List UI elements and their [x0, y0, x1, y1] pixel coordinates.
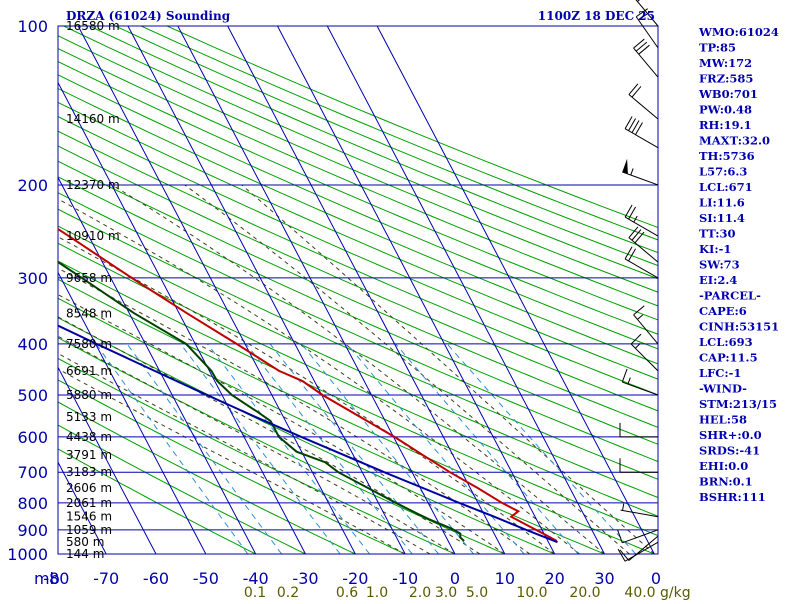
index-value: LI:11.6	[699, 196, 745, 210]
index-value: L57:6.3	[699, 165, 747, 179]
pressure-tick-label: 1000	[7, 545, 48, 564]
index-value: SI:11.4	[699, 211, 745, 225]
index-value: SHR+:0.0	[699, 428, 762, 442]
pressure-tick-label: 900	[17, 521, 48, 540]
height-label: 12370 m	[66, 178, 120, 192]
temperature-tick-label: -50	[193, 569, 219, 588]
index-value: LCL:693	[699, 335, 753, 349]
pressure-tick-label: 100	[17, 17, 48, 36]
index-value: TP:85	[699, 41, 736, 55]
index-value: CAPE:6	[699, 304, 747, 318]
index-value: STM:213/15	[699, 397, 777, 411]
height-label: 6691 m	[66, 364, 112, 378]
height-label: 2606 m	[66, 481, 112, 495]
index-value: TT:30	[699, 227, 736, 241]
pressure-tick-label: 600	[17, 428, 48, 447]
pressure-tick-label: 400	[17, 335, 48, 354]
index-value: -WIND-	[699, 382, 747, 396]
height-label: 3791 m	[66, 448, 112, 462]
height-label: 7580 m	[66, 337, 112, 351]
height-label: 2061 m	[66, 496, 112, 510]
index-value: BSHR:111	[699, 490, 766, 504]
index-value: KI:-1	[699, 242, 731, 256]
pressure-tick-label: 800	[17, 494, 48, 513]
temperature-tick-label: -60	[143, 569, 169, 588]
temperature-tick-label: -80	[43, 569, 69, 588]
index-value: LCL:671	[699, 180, 753, 194]
index-value: WB0:701	[698, 87, 758, 101]
index-value: RH:19.1	[699, 118, 752, 132]
index-value: WMO:61024	[698, 25, 779, 39]
height-label: 1546 m	[66, 510, 112, 524]
mixing-ratio-label: 2.0	[409, 585, 431, 600]
index-value: LFC:-1	[699, 366, 741, 380]
height-label: 3183 m	[66, 465, 112, 479]
mixing-ratio-label: 0.1	[244, 585, 266, 600]
height-label: 9658 m	[66, 271, 112, 285]
pressure-tick-label: 200	[17, 176, 48, 195]
chart-title: DRZA (61024) Sounding	[66, 9, 231, 23]
index-value: HEL:58	[699, 413, 747, 427]
index-value: MAXT:32.0	[699, 134, 770, 148]
temperature-tick-label: -70	[93, 569, 119, 588]
height-label: 4438 m	[66, 430, 112, 444]
mixing-ratio-label: 20.0	[569, 585, 600, 600]
pressure-tick-label: 500	[17, 386, 48, 405]
index-value: SW:73	[699, 258, 740, 272]
index-value: CINH:53151	[699, 320, 779, 334]
mixing-ratio-label: 3.0	[435, 585, 457, 600]
index-value: -PARCEL-	[699, 289, 761, 303]
mixing-ratio-unit: g/kg	[660, 585, 691, 600]
index-value: BRN:0.1	[699, 475, 753, 489]
index-value: CAP:11.5	[699, 351, 758, 365]
temperature-tick-label: 10	[495, 569, 515, 588]
index-value: TH:5736	[699, 149, 755, 163]
index-value: SRDS:-41	[699, 444, 760, 458]
mixing-ratio-label: 0.6	[336, 585, 358, 600]
pressure-tick-label: 700	[17, 463, 48, 482]
index-value: PW:0.48	[699, 103, 752, 117]
index-value: EHI:0.0	[699, 459, 748, 473]
mixing-ratio-label: 0.2	[277, 585, 299, 600]
mixing-ratio-label: 1.0	[366, 585, 388, 600]
height-label: 5880 m	[66, 388, 112, 402]
height-label: 14160 m	[66, 112, 120, 126]
chart-time: 1100Z 18 DEC 25	[538, 9, 655, 23]
height-label: 144 m	[66, 547, 104, 561]
mixing-ratio-label: 5.0	[466, 585, 488, 600]
mixing-ratio-label: 10.0	[516, 585, 547, 600]
index-value: FRZ:585	[699, 72, 753, 86]
index-value: EI:2.4	[699, 273, 737, 287]
height-label: 8548 m	[66, 306, 112, 320]
height-label: 10910 m	[66, 229, 120, 243]
mixing-ratio-label: 40.0	[624, 585, 655, 600]
index-value: MW:172	[699, 56, 752, 70]
height-label: 5133 m	[66, 410, 112, 424]
pressure-tick-label: 300	[17, 269, 48, 288]
